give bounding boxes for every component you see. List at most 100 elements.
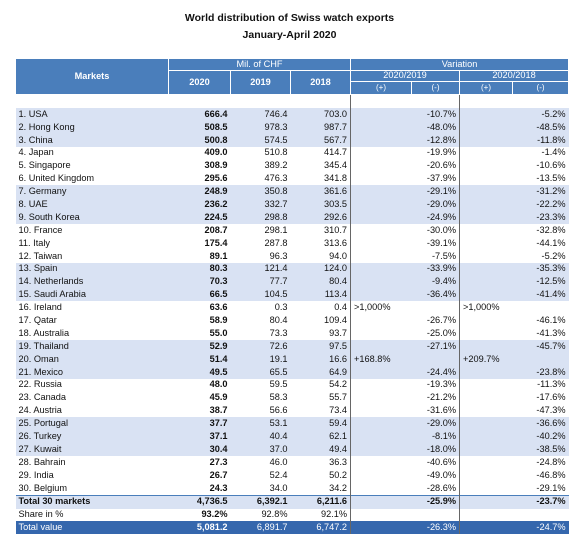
header-mil-chf: Mil. of CHF — [167, 58, 352, 71]
value-cell — [350, 133, 412, 147]
market-cell: 10. France — [18, 224, 63, 235]
header-sign: (-) — [411, 81, 461, 95]
value-cell: -7.5% — [432, 250, 457, 261]
value-cell: -39.1% — [426, 237, 457, 248]
value-cell: 52.9 — [168, 339, 231, 353]
value-cell: 80.3 — [168, 262, 231, 276]
value-cell: 295.6 — [204, 173, 228, 184]
table-row: 27. Kuwait 30.4 37.0 49.4 -18.0% -38.5% — [15, 443, 569, 456]
value-cell: 58.3 — [269, 392, 288, 403]
subtitle: January-April 2020 — [242, 29, 337, 41]
value-cell: -47.3% — [536, 405, 566, 416]
value-cell — [350, 172, 412, 186]
market-cell: 9. South Korea — [15, 211, 169, 224]
value-cell: -20.6% — [426, 160, 457, 171]
market-cell: 19. Thailand — [15, 339, 169, 353]
market-cell: 14. Netherlands — [15, 275, 169, 289]
value-cell: 389.2 — [264, 160, 288, 171]
value-cell: 49.4 — [290, 443, 351, 456]
value-cell — [459, 223, 513, 237]
value-cell — [512, 352, 569, 366]
market-cell: 6. United Kingdom — [18, 173, 95, 184]
value-cell: 34.2 — [329, 482, 348, 493]
value-cell: 345.4 — [324, 160, 348, 171]
value-cell — [350, 339, 412, 353]
table-row: 26. Turkey 37.1 40.4 62.1 -8.1% -40.2% — [15, 430, 569, 444]
value-cell: +168.8% — [350, 352, 412, 366]
value-cell: -44.1% — [536, 237, 566, 248]
value-cell: 48.0 — [209, 379, 228, 390]
value-cell: -46.1% — [536, 314, 566, 325]
value-cell — [459, 249, 513, 263]
value-cell: >1,000% — [459, 301, 513, 315]
value-cell — [459, 133, 513, 147]
value-cell: 310.7 — [324, 224, 348, 235]
value-cell: 476.3 — [264, 173, 288, 184]
value-cell: 0.4 — [334, 302, 348, 313]
value-cell — [459, 185, 513, 199]
value-cell: -12.5% — [512, 275, 569, 289]
value-cell — [459, 198, 513, 212]
value-cell: -9.4% — [411, 275, 460, 289]
market-cell: 30. Belgium — [18, 482, 68, 493]
value-cell: -24.8% — [536, 456, 566, 467]
value-cell: -48.5% — [512, 120, 569, 134]
value-cell: 92.8% — [261, 509, 288, 520]
value-cell — [412, 509, 460, 522]
value-cell: -24.7% — [512, 521, 569, 535]
value-cell: 350.8 — [230, 185, 291, 199]
header-sign: (-) — [512, 81, 570, 95]
title: World distribution of Swiss watch export… — [184, 12, 395, 24]
value-cell — [459, 521, 513, 535]
value-cell: 40.4 — [230, 430, 291, 444]
value-cell: 6,392.1 — [230, 494, 291, 509]
market-cell: 18. Australia — [18, 327, 70, 338]
value-cell: -17.6% — [536, 392, 566, 403]
value-cell — [459, 107, 513, 121]
value-cell: -25.0% — [426, 327, 457, 338]
table-row: 17. Qatar 58.9 80.4 109.4 -26.7% -46.1% — [16, 314, 569, 328]
header-year: 2020 — [168, 70, 231, 95]
value-cell: 72.6 — [230, 339, 291, 353]
value-cell: -49.0% — [426, 469, 457, 480]
table-body: 1. USA 666.4 746.4 703.0 -10.7% -5.2% 2. Hong … — [15, 107, 569, 535]
table-row: Total 30 markets 4,736.5 6,392.1 6,211.6 -25… — [15, 494, 569, 509]
value-cell — [459, 455, 513, 469]
value-cell: 63.6 — [209, 302, 228, 313]
value-cell: 66.5 — [168, 288, 231, 302]
value-cell: -10.7% — [411, 107, 460, 121]
value-cell: 51.4 — [168, 352, 231, 366]
value-cell: -22.2% — [512, 198, 569, 212]
market-cell: 3. China — [15, 133, 169, 147]
value-cell: 46.0 — [269, 456, 288, 467]
table-row: 10. France 208.7 298.1 310.7 -30.0% -32.8% — [16, 223, 569, 237]
value-cell — [350, 107, 412, 121]
value-cell: -40.2% — [512, 430, 569, 444]
value-cell: 987.7 — [290, 120, 351, 134]
market-cell: Total 30 markets — [15, 494, 169, 509]
market-cell: 16. Ireland — [18, 302, 62, 313]
value-cell: 224.5 — [168, 211, 231, 224]
value-cell: 62.1 — [290, 430, 351, 444]
value-cell: -8.1% — [411, 430, 460, 444]
value-cell: -40.6% — [426, 456, 457, 467]
table-row: 22. Russia 48.0 59.5 54.2 -19.3% -11.3% — [16, 378, 569, 392]
table-row: 3. China 500.8 574.5 567.7 -12.8% -11.8% — [15, 133, 569, 147]
value-cell: -37.9% — [426, 173, 457, 184]
value-cell: -19.9% — [426, 147, 457, 158]
market-cell: 23. Canada — [18, 392, 67, 403]
table-row: Total value 5,081.2 6,891.7 6,747.2 -26.3% -2… — [15, 521, 569, 535]
market-cell: 7. Germany — [15, 185, 169, 199]
value-cell: 236.2 — [168, 198, 231, 212]
table-row: 24. Austria 38.7 56.6 73.4 -31.6% -47.3% — [16, 404, 569, 418]
value-cell: -29.1% — [411, 185, 460, 199]
value-cell — [459, 339, 513, 353]
market-cell: 21. Mexico — [15, 365, 169, 379]
value-cell: 978.3 — [230, 120, 291, 134]
table-row: 18. Australia 55.0 73.3 93.7 -25.0% -41.3% — [16, 327, 569, 340]
value-cell: 93.2% — [201, 509, 228, 520]
header-sign: (+) — [350, 81, 413, 95]
value-cell — [459, 172, 513, 186]
market-cell: 5. Singapore — [18, 160, 71, 171]
value-cell — [459, 443, 513, 456]
